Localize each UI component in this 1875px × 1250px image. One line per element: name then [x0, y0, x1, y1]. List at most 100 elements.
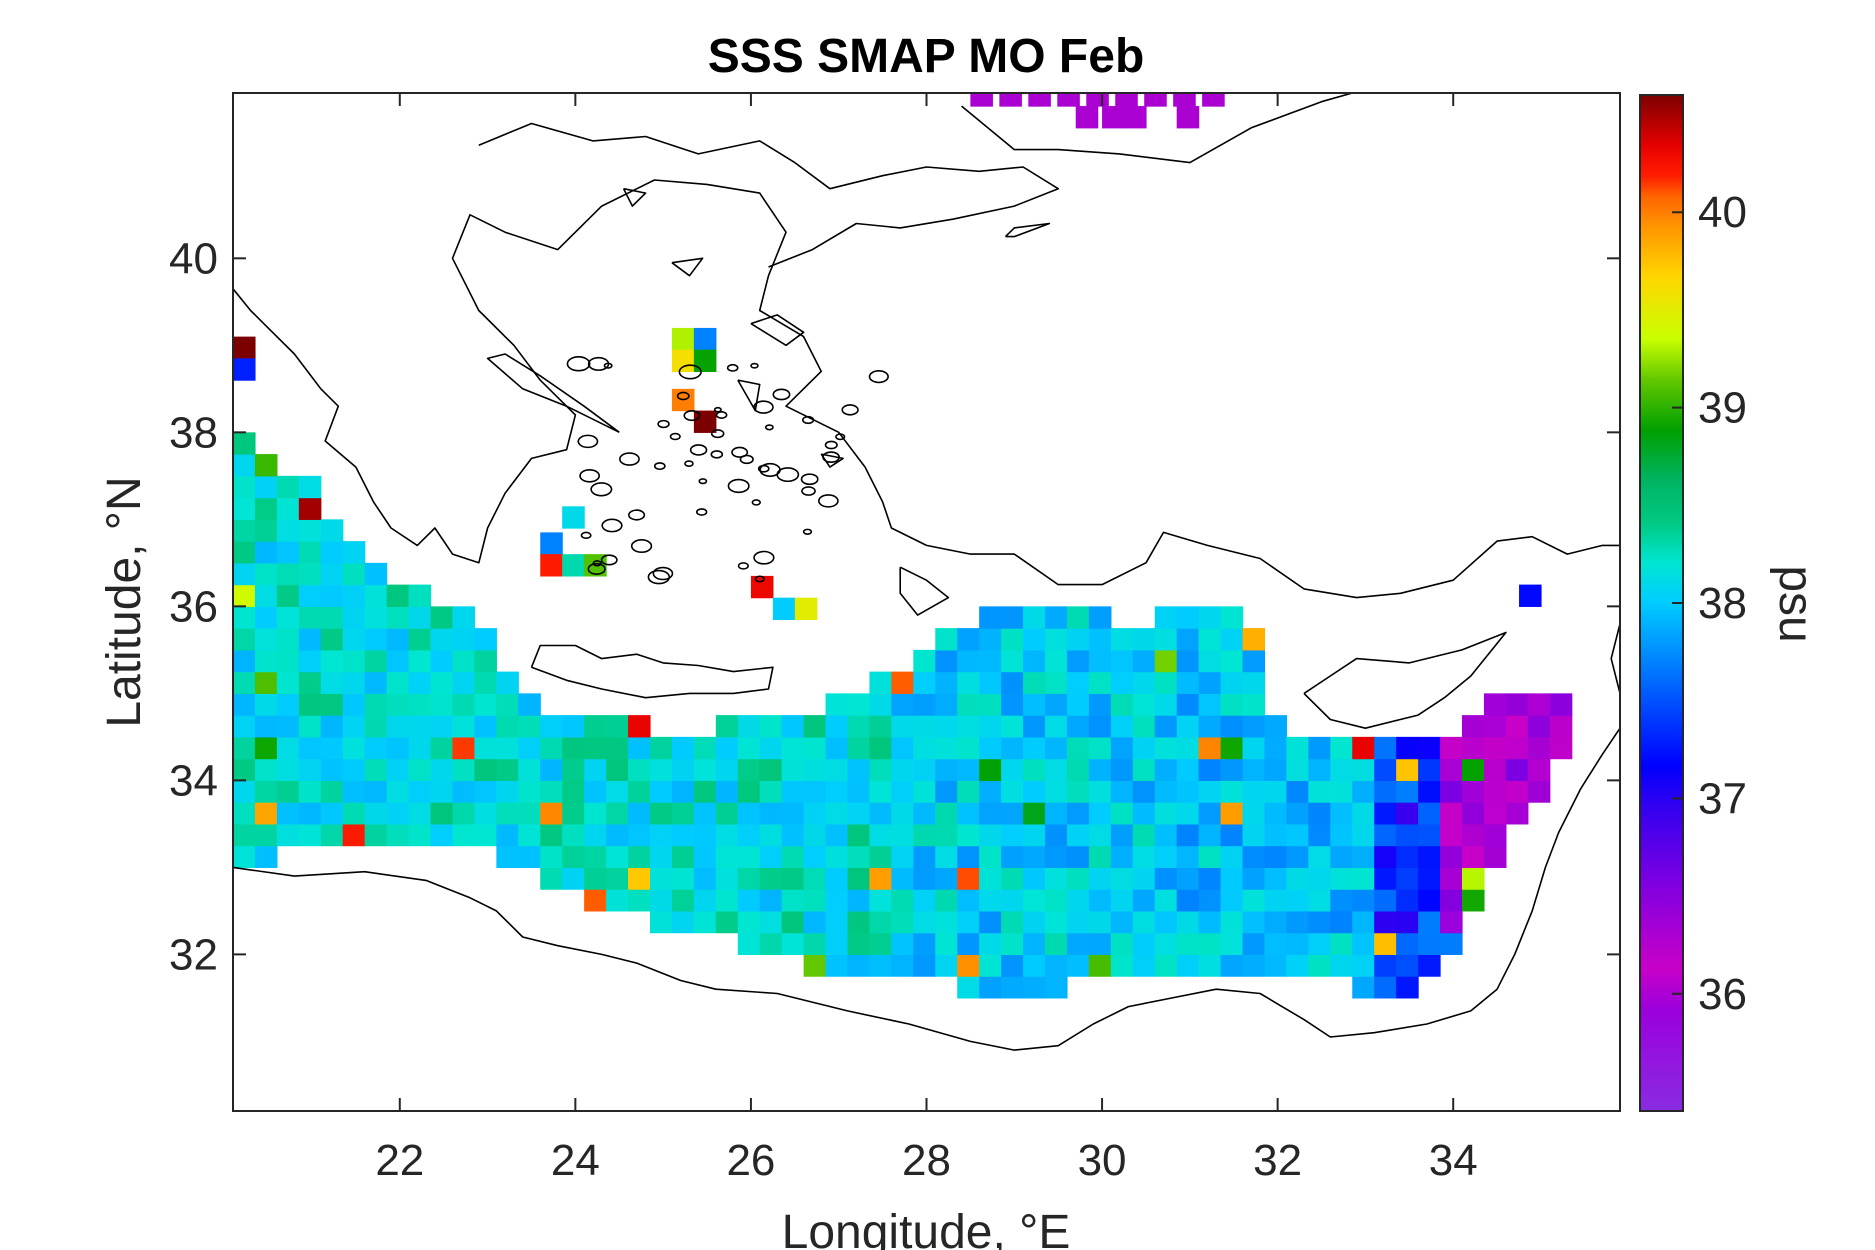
salinity-cell [649, 867, 673, 890]
salinity-cell [1220, 932, 1244, 955]
salinity-cell [1001, 758, 1024, 781]
salinity-cell [408, 802, 432, 825]
salinity-cell [562, 802, 585, 825]
salinity-cell [364, 584, 388, 607]
salinity-cell [913, 649, 936, 673]
salinity-cell [1045, 736, 1068, 760]
salinity-cell [1110, 802, 1134, 825]
salinity-cell [254, 693, 278, 716]
salinity-cell [1264, 736, 1288, 760]
salinity-cell [1374, 910, 1397, 934]
salinity-cell [276, 736, 300, 760]
salinity-cell [715, 780, 739, 803]
salinity-cell [1264, 910, 1288, 934]
salinity-cell [254, 541, 278, 564]
salinity-cell [935, 932, 958, 955]
salinity-cell [233, 845, 256, 868]
salinity-cell [1519, 584, 1542, 607]
salinity-cell [518, 758, 541, 781]
salinity-cell [1418, 845, 1441, 868]
salinity-cell [693, 758, 717, 781]
salinity-cell [935, 780, 958, 803]
salinity-cell [1396, 845, 1419, 868]
salinity-cell [979, 932, 1002, 955]
salinity-cell [408, 628, 432, 651]
island-outline [696, 508, 708, 516]
salinity-cell [1396, 867, 1419, 890]
salinity-cell [1066, 845, 1090, 868]
salinity-cell [452, 758, 476, 781]
salinity-cell [957, 954, 980, 977]
salinity-cell [320, 802, 344, 825]
salinity-cell [1198, 606, 1222, 629]
salinity-cell [1154, 606, 1178, 629]
salinity-cell [474, 715, 497, 738]
salinity-cell [1176, 736, 1200, 760]
salinity-cell [1418, 867, 1441, 890]
salinity-cell [474, 671, 497, 694]
salinity-cell [913, 693, 936, 716]
salinity-cell [562, 867, 585, 890]
salinity-cell [254, 606, 278, 629]
coastline [671, 257, 704, 277]
salinity-cell [606, 889, 629, 912]
salinity-cell [276, 671, 300, 694]
salinity-cell [452, 606, 476, 629]
salinity-cell [540, 845, 563, 868]
salinity-cell [825, 823, 849, 847]
salinity-cell [891, 845, 914, 868]
salinity-cell [1001, 715, 1024, 738]
salinity-cell [298, 736, 322, 760]
salinity-cell [957, 867, 980, 890]
salinity-cell [1527, 780, 1551, 803]
salinity-cell [913, 671, 936, 694]
salinity-cell [759, 823, 783, 847]
salinity-cell [1396, 780, 1419, 803]
salinity-cell [1045, 671, 1068, 694]
salinity-cell [1242, 780, 1266, 803]
salinity-cell [1242, 802, 1266, 825]
salinity-cell [364, 736, 388, 760]
salinity-cell [1088, 910, 1112, 934]
salinity-cell [298, 541, 322, 564]
salinity-cell [913, 780, 936, 803]
salinity-cell [1110, 867, 1134, 890]
salinity-cell [781, 715, 805, 738]
salinity-cell [1308, 910, 1331, 934]
salinity-cell [1264, 845, 1288, 868]
salinity-cell [1001, 802, 1024, 825]
salinity-cell [254, 845, 278, 868]
island-outline [776, 467, 800, 483]
salinity-cell [276, 475, 300, 499]
salinity-cell [430, 802, 454, 825]
salinity-cell [891, 758, 914, 781]
island-outline [590, 482, 613, 497]
salinity-cell [1001, 889, 1024, 912]
salinity-cell [1088, 802, 1112, 825]
salinity-cell [452, 802, 476, 825]
island-outline [753, 400, 774, 414]
salinity-cell [1242, 823, 1266, 847]
salinity-cell [298, 671, 322, 694]
salinity-cell [1308, 867, 1331, 890]
salinity-cell [1220, 671, 1244, 694]
salinity-cell [342, 715, 366, 738]
salinity-cell [1001, 693, 1024, 716]
salinity-cell [847, 780, 871, 803]
salinity-cell [1023, 845, 1046, 868]
salinity-cell [1374, 954, 1397, 977]
salinity-cell [1132, 932, 1156, 955]
salinity-cell [1330, 889, 1353, 912]
salinity-cell [1374, 889, 1397, 912]
salinity-cell [1242, 867, 1266, 890]
salinity-cell [1176, 889, 1200, 912]
salinity-cell [342, 693, 366, 716]
salinity-cell [540, 554, 563, 577]
salinity-cell [825, 780, 849, 803]
salinity-cell [1198, 823, 1222, 847]
salinity-cell [1001, 649, 1024, 673]
salinity-cell [1176, 780, 1200, 803]
salinity-cell [1352, 802, 1375, 825]
salinity-cell [562, 736, 585, 760]
